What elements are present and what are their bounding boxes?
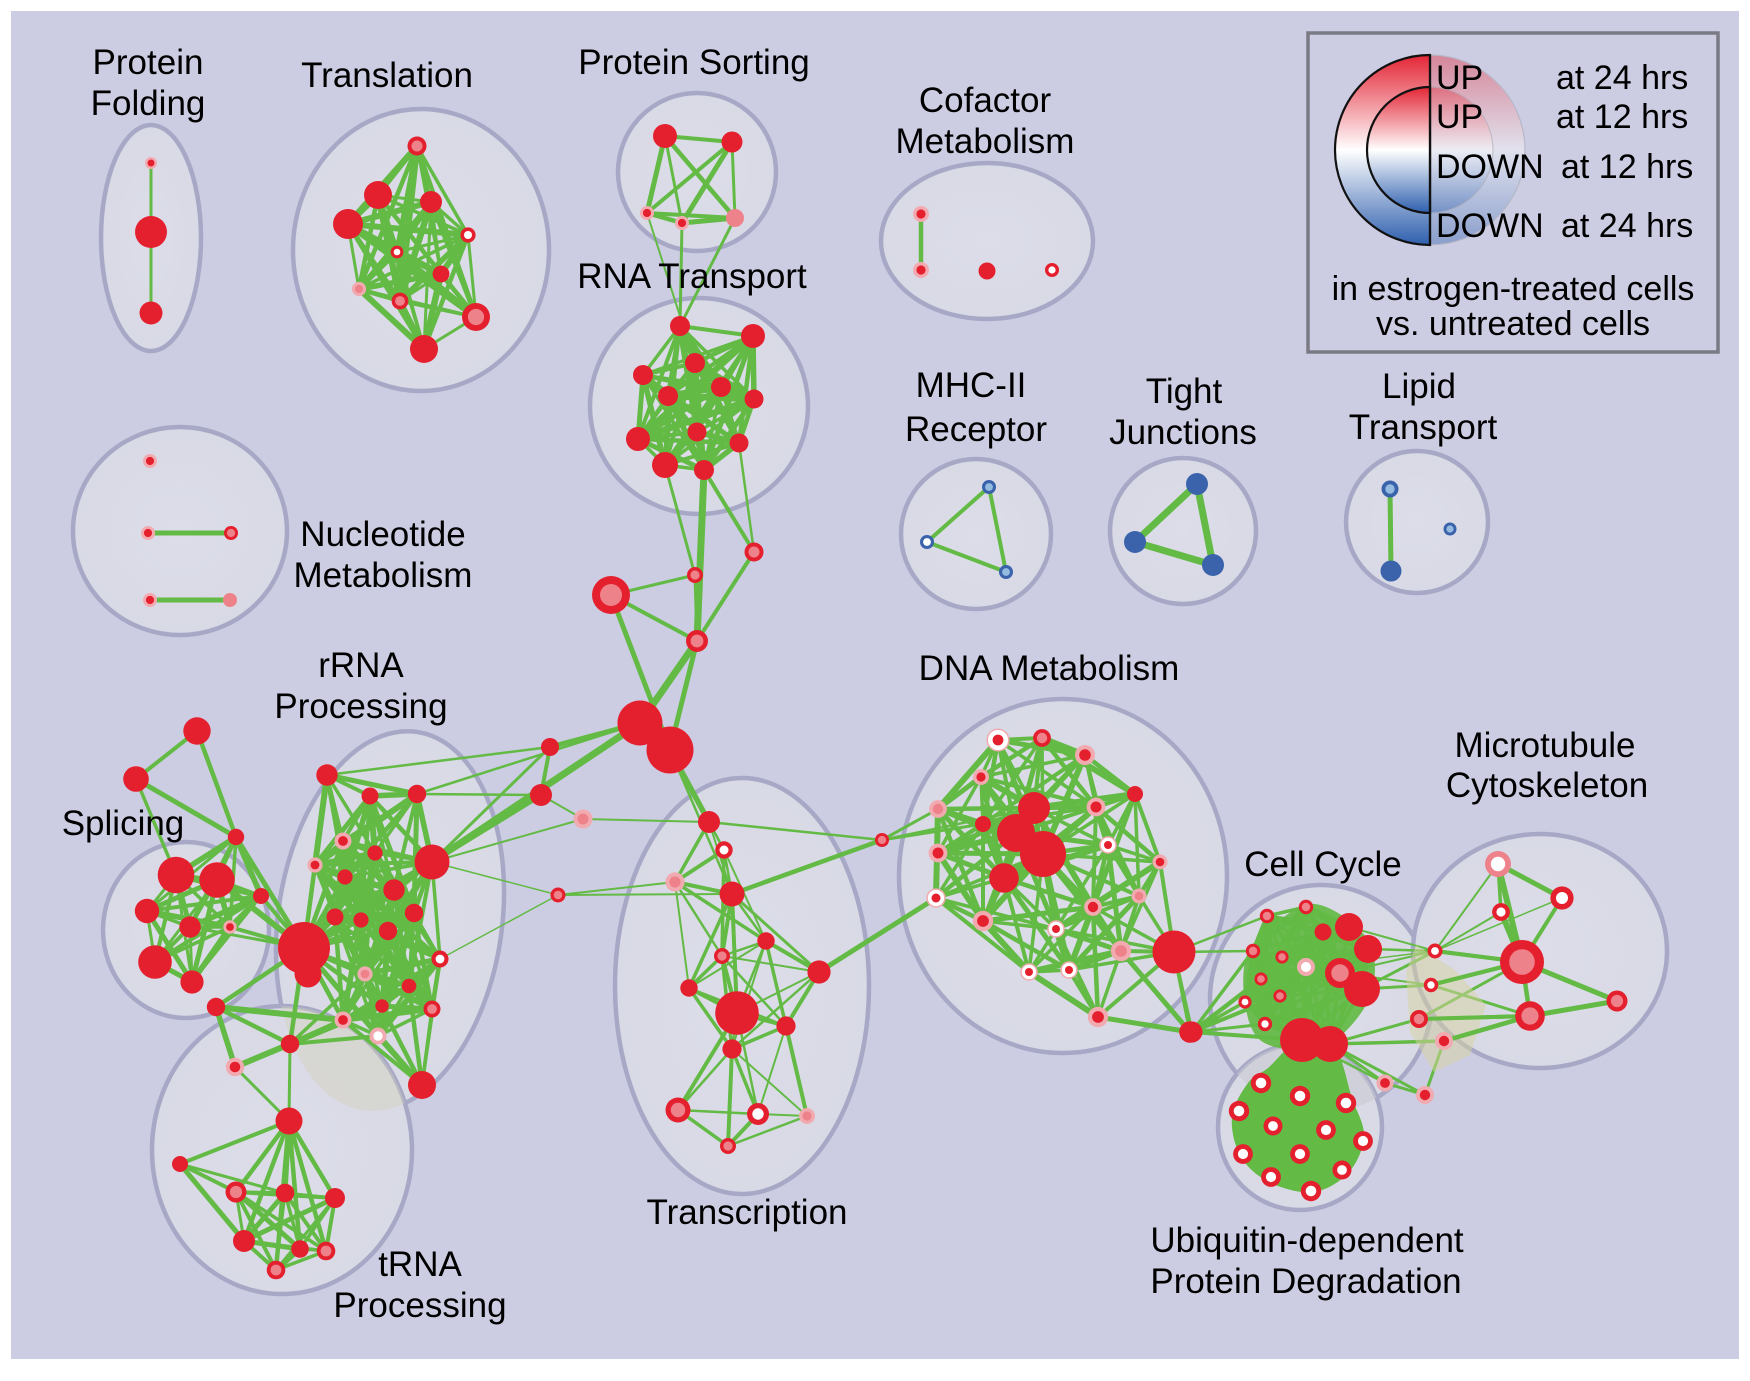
svg-text:Cofactor: Cofactor bbox=[919, 81, 1052, 120]
svg-text:Nucleotide: Nucleotide bbox=[300, 515, 465, 554]
svg-text:Transport: Transport bbox=[1349, 408, 1498, 447]
svg-text:Receptor: Receptor bbox=[905, 410, 1047, 449]
svg-text:at 24 hrs: at 24 hrs bbox=[1556, 59, 1688, 97]
svg-text:in estrogen-treated cells: in estrogen-treated cells bbox=[1332, 270, 1695, 308]
svg-text:vs. untreated cells: vs. untreated cells bbox=[1376, 305, 1650, 343]
svg-text:Transcription: Transcription bbox=[647, 1193, 848, 1232]
svg-text:Folding: Folding bbox=[91, 84, 206, 123]
svg-text:Translation: Translation bbox=[301, 56, 473, 95]
svg-text:at 12 hrs: at 12 hrs bbox=[1556, 98, 1688, 136]
svg-text:Lipid: Lipid bbox=[1382, 367, 1456, 406]
svg-text:MHC-II: MHC-II bbox=[916, 366, 1027, 405]
svg-text:UP: UP bbox=[1436, 98, 1483, 136]
svg-text:at 12 hrs: at 12 hrs bbox=[1561, 148, 1693, 186]
svg-text:Splicing: Splicing bbox=[62, 804, 185, 843]
svg-text:tRNA: tRNA bbox=[378, 1245, 462, 1284]
svg-text:rRNA: rRNA bbox=[318, 646, 404, 685]
svg-text:Metabolism: Metabolism bbox=[896, 122, 1075, 161]
svg-text:DOWN: DOWN bbox=[1436, 207, 1544, 245]
svg-text:DOWN: DOWN bbox=[1436, 148, 1544, 186]
svg-text:UP: UP bbox=[1436, 59, 1483, 97]
svg-text:Cytoskeleton: Cytoskeleton bbox=[1446, 766, 1648, 805]
svg-text:Cell Cycle: Cell Cycle bbox=[1244, 845, 1402, 884]
svg-text:Junctions: Junctions bbox=[1109, 413, 1257, 452]
svg-text:Processing: Processing bbox=[274, 687, 447, 726]
svg-text:Tight: Tight bbox=[1146, 372, 1223, 411]
svg-text:Processing: Processing bbox=[333, 1286, 506, 1325]
svg-text:RNA Transport: RNA Transport bbox=[577, 257, 807, 296]
svg-text:Ubiquitin-dependent: Ubiquitin-dependent bbox=[1150, 1221, 1464, 1260]
svg-text:Protein Sorting: Protein Sorting bbox=[578, 43, 810, 82]
svg-text:Metabolism: Metabolism bbox=[294, 556, 473, 595]
svg-text:Protein Degradation: Protein Degradation bbox=[1150, 1262, 1461, 1301]
svg-text:DNA Metabolism: DNA Metabolism bbox=[919, 649, 1180, 688]
svg-text:at 24 hrs: at 24 hrs bbox=[1561, 207, 1693, 245]
svg-text:Microtubule: Microtubule bbox=[1455, 726, 1636, 765]
svg-text:Protein: Protein bbox=[93, 43, 204, 82]
